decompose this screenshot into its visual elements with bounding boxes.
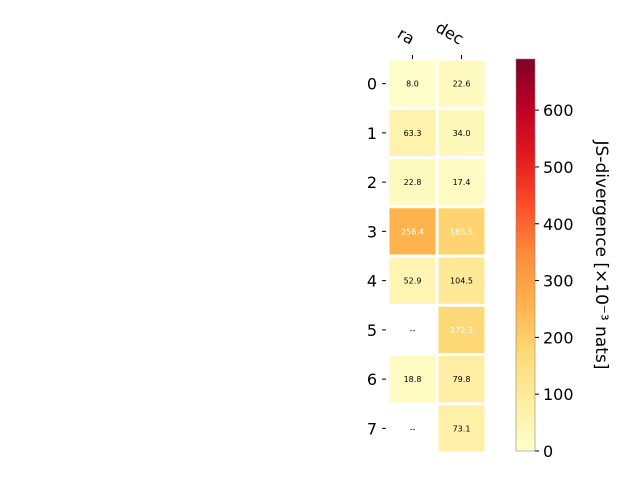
- colorbar-tick-label: 400: [543, 215, 574, 234]
- cell-value-label: --: [410, 326, 416, 335]
- heatmap-cell: [438, 109, 485, 156]
- row-label: 4: [367, 272, 377, 291]
- row-label: 0: [367, 75, 377, 94]
- colorbar-gradient: [515, 58, 536, 452]
- colorbar-tick-label: 500: [543, 158, 574, 177]
- heatmap-plot-area: ra dec 0 8.0 22.6 1 63.3 34.0 2 22.8 17.4 3 256.4 185…: [367, 18, 485, 452]
- row-label: 2: [367, 173, 377, 192]
- heatmap-cell: [438, 208, 485, 255]
- row-label: 3: [367, 222, 377, 241]
- cell-value-label: 185.5: [450, 227, 473, 236]
- cell-value-label: 34.0: [453, 129, 471, 138]
- cell-value-label: 73.1: [453, 424, 471, 433]
- cell-value-label: 52.9: [404, 277, 422, 286]
- heatmap-cell: [389, 109, 436, 156]
- row-label: 6: [367, 370, 377, 389]
- colorbar-label: JS-divergence [×10⁻³ nats]: [591, 140, 611, 370]
- colorbar-tick-label: 300: [543, 272, 574, 291]
- cell-value-label: 22.8: [404, 178, 422, 187]
- heatmap-cell: [389, 159, 436, 206]
- colorbar: 0 100 200 300 400 500 600 JS-divergence [×10⁻³…: [515, 58, 611, 461]
- heatmap-cell: [438, 306, 485, 353]
- heatmap-cell: [389, 257, 436, 304]
- colorbar-tick-label: 0: [543, 442, 553, 461]
- row-label: 5: [367, 321, 377, 340]
- heatmap-cell: [438, 159, 485, 206]
- cell-value-label: 104.5: [450, 277, 473, 286]
- heatmap-cell: [438, 257, 485, 304]
- colorbar-tick-label: 200: [543, 328, 574, 347]
- cell-value-label: 172.3: [450, 326, 473, 335]
- cell-value-label: 63.3: [404, 129, 422, 138]
- column-label: dec: [433, 18, 467, 49]
- heatmap-cell: [389, 356, 436, 403]
- colorbar-tick-label: 100: [543, 385, 574, 404]
- cell-value-label: 18.8: [404, 375, 422, 384]
- heatmap-cell: [389, 208, 436, 255]
- cell-value-label: --: [410, 424, 416, 433]
- heatmap-cell: [438, 356, 485, 403]
- colorbar-tick-label: 600: [543, 101, 574, 120]
- heatmap-cell: [438, 405, 485, 452]
- cell-value-label: 79.8: [453, 375, 471, 384]
- cell-value-label: 8.0: [406, 80, 419, 89]
- cell-value-label: 22.6: [453, 80, 471, 89]
- cell-value-label: 256.4: [401, 227, 424, 236]
- column-label: ra: [394, 24, 418, 49]
- colorbar-ticks: 0 100 200 300 400 500 600: [535, 101, 574, 461]
- row-label: 1: [367, 124, 377, 143]
- cell-value-label: 17.4: [453, 178, 471, 187]
- heatmap-cell: [438, 60, 485, 107]
- row-label: 7: [367, 419, 377, 438]
- heatmap-cell: [389, 60, 436, 107]
